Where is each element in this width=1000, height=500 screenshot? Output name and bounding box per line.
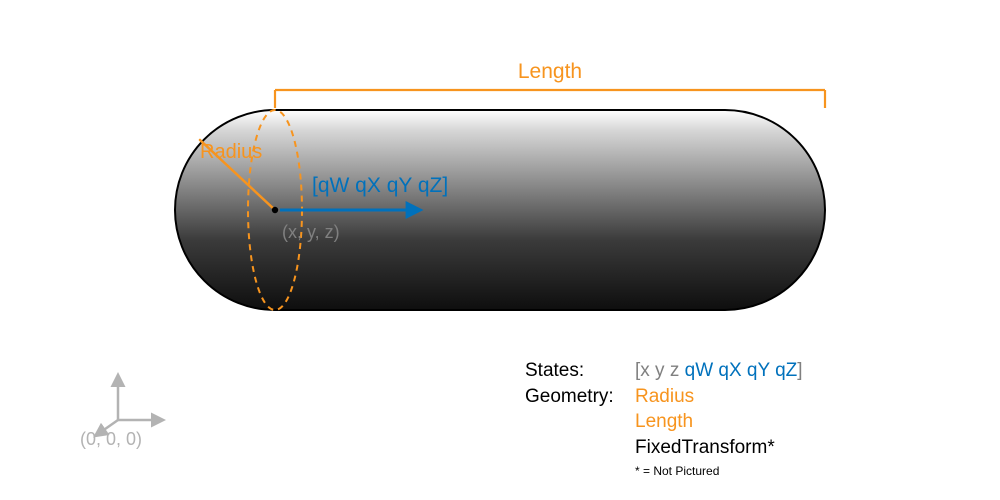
legend-row: FixedTransform*	[525, 435, 803, 461]
quaternion-label: [qW qX qY qZ]	[312, 174, 448, 197]
legend-row-label: Geometry:	[525, 384, 635, 410]
legend-row-label: States:	[525, 358, 635, 384]
origin-label: (0, 0, 0)	[80, 429, 142, 449]
legend-row-part: Length	[635, 411, 693, 432]
position-label: (x, y, z)	[282, 222, 340, 242]
legend-row-part: Radius	[635, 386, 694, 407]
center-point	[272, 207, 278, 213]
legend-row-part: ]	[797, 360, 802, 381]
legend-block: States:[x y z qW qX qY qZ]Geometry:Radiu…	[525, 358, 803, 479]
legend-row-part: [x y z	[635, 360, 685, 381]
legend-row-part: qW qX qY qZ	[685, 360, 798, 381]
legend-row: Length	[525, 409, 803, 435]
legend-row: Geometry:Radius	[525, 384, 803, 410]
legend-row-part: FixedTransform*	[635, 437, 775, 458]
capsule-diagram: Length Radius (x, y, z) [qW qX qY qZ] (0, 0,…	[0, 0, 1000, 500]
legend-footnote: * = Not Pictured	[635, 463, 803, 479]
length-label: Length	[518, 60, 582, 83]
legend-row: States:[x y z qW qX qY qZ]	[525, 358, 803, 384]
radius-label: Radius	[200, 141, 262, 163]
